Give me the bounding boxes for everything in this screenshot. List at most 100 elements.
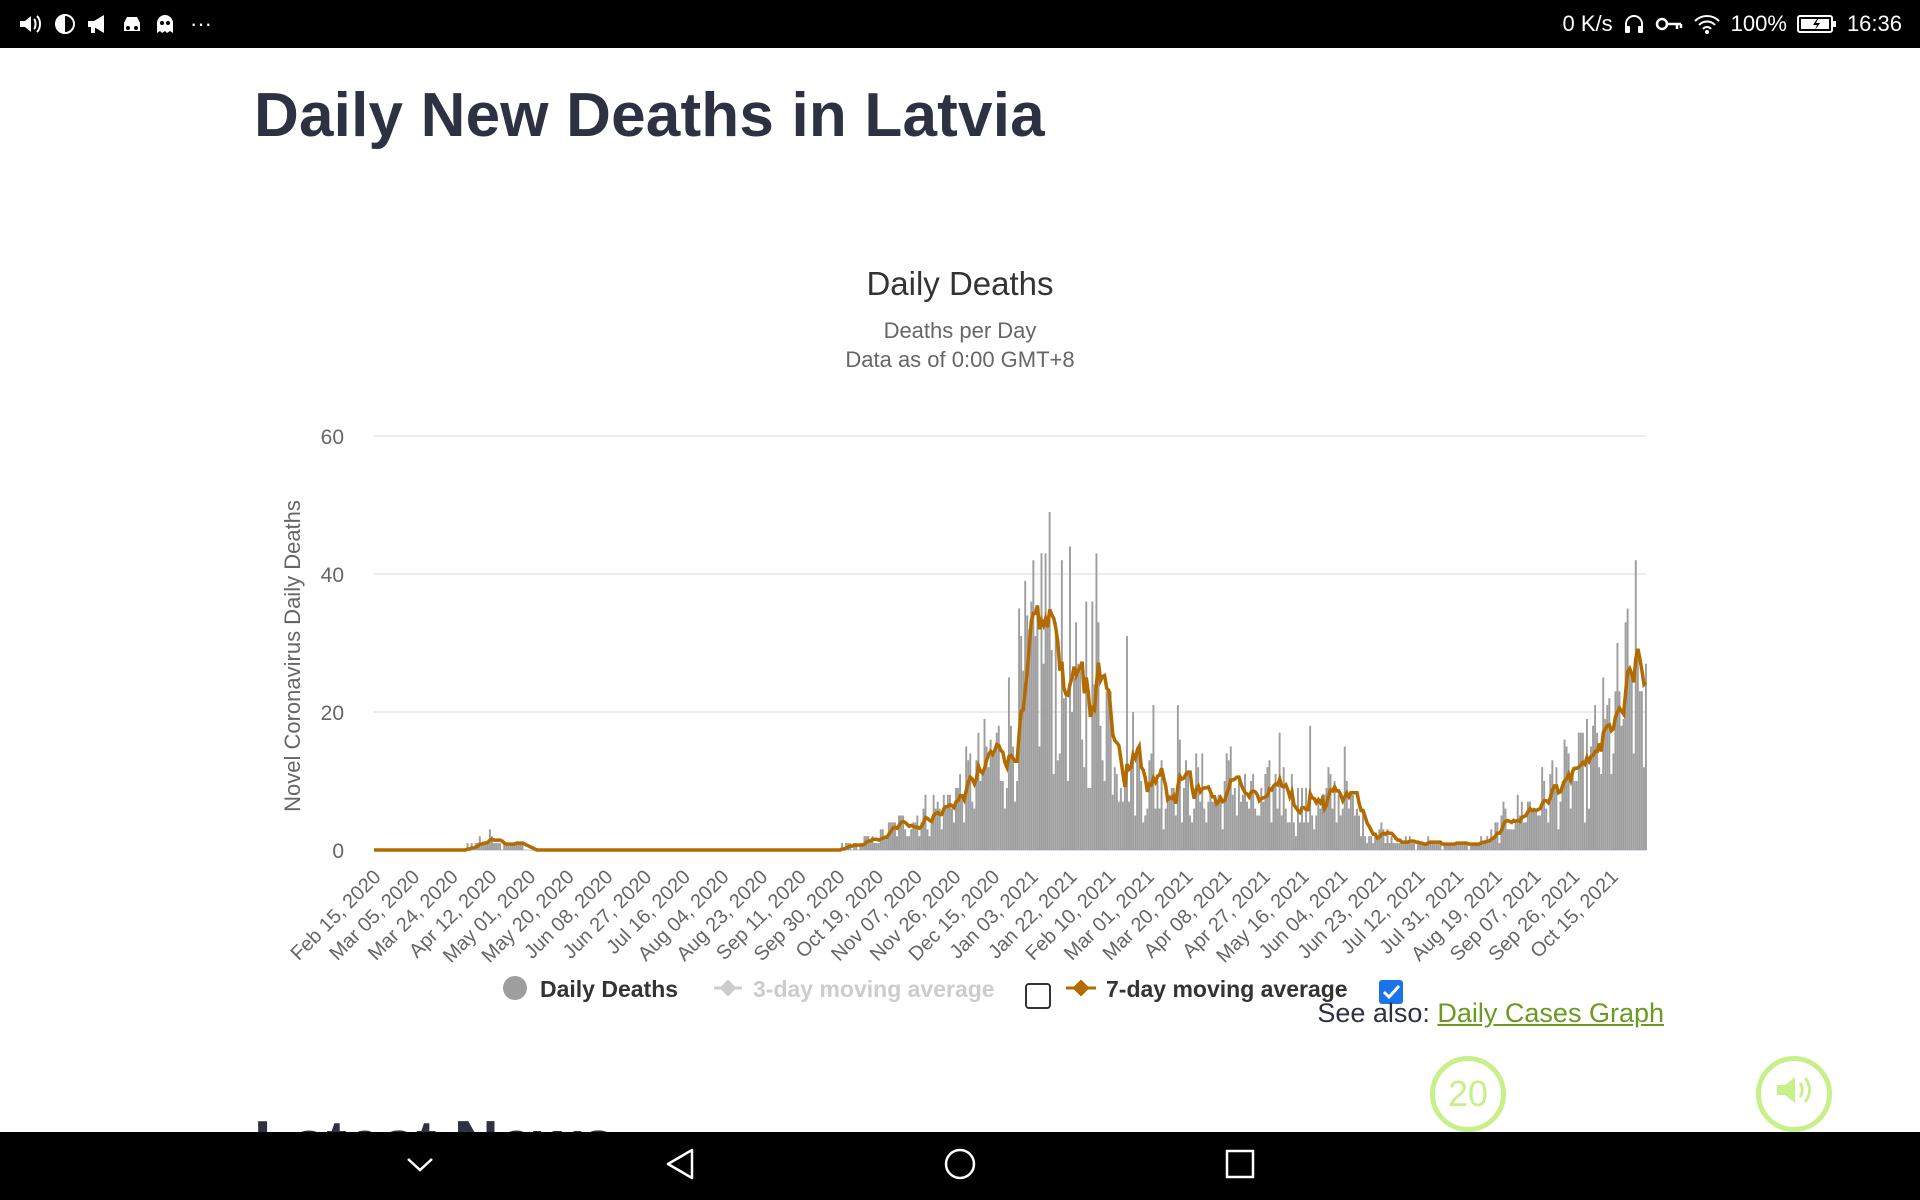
daily-death-bar (1608, 698, 1611, 850)
daily-death-bar (1600, 774, 1603, 850)
daily-death-bar (1437, 843, 1440, 850)
daily-death-bar (1396, 843, 1399, 850)
daily-death-bar (505, 843, 508, 850)
daily-death-bar (1264, 774, 1267, 850)
daily-death-bar (1290, 774, 1293, 850)
daily-death-bar (1001, 781, 1004, 850)
checkbox-3-day-box[interactable] (1025, 983, 1051, 1009)
daily-death-bar (1103, 781, 1106, 850)
daily-death-bar (1518, 815, 1521, 850)
daily-death-bar (961, 794, 964, 850)
daily-death-bar (1024, 580, 1027, 850)
daily-death-bar (1406, 843, 1409, 850)
daily-death-bar (1292, 822, 1295, 850)
ghost-icon (154, 13, 176, 35)
legend-item-7-day-average[interactable]: 7-day moving average (1066, 976, 1348, 1002)
daily-death-bar (1093, 684, 1096, 850)
hide-nav-button[interactable] (400, 1146, 440, 1186)
daily-death-bar (932, 794, 935, 850)
daily-death-bar (1524, 822, 1527, 850)
daily-death-bar (967, 760, 970, 850)
daily-death-bar (515, 843, 518, 850)
daily-death-bar (1166, 801, 1169, 850)
daily-death-bar (1229, 746, 1232, 850)
daily-death-bar (1003, 808, 1006, 850)
floating-counter-button[interactable]: 20 (1430, 1056, 1506, 1132)
daily-death-bar (959, 774, 962, 850)
daily-death-bar (912, 822, 915, 850)
daily-death-bar (1561, 781, 1564, 850)
daily-death-bar (1248, 808, 1251, 850)
checkbox-3-day-average[interactable] (1025, 983, 1051, 1009)
daily-death-bar (1032, 560, 1035, 850)
daily-death-bar (1221, 829, 1224, 850)
daily-death-bar (1585, 718, 1588, 850)
daily-death-bar (1042, 663, 1045, 850)
daily-death-bar (1327, 767, 1330, 850)
daily-death-bar (1081, 739, 1084, 850)
legend-item-daily-deaths[interactable]: Daily Deaths (503, 976, 678, 1002)
daily-death-bar (1282, 767, 1285, 850)
daily-death-bar (1077, 663, 1080, 850)
chart-canvas: Daily Deaths Deaths per Day Data as of 0… (280, 265, 1648, 1009)
daily-death-bar (957, 787, 960, 850)
daily-death-bar (993, 753, 996, 850)
daily-cases-graph-link[interactable]: Daily Cases Graph (1437, 998, 1664, 1028)
clock: 16:36 (1846, 11, 1902, 36)
checkbox-7-day-average[interactable] (1379, 980, 1403, 1004)
wifi-icon (1693, 13, 1721, 35)
daily-death-bar (1553, 787, 1556, 850)
daily-death-bar (889, 822, 892, 850)
daily-death-bar (934, 808, 937, 850)
daily-death-bar (1215, 801, 1218, 850)
daily-death-bar (1435, 843, 1438, 850)
daily-death-bar (1590, 746, 1592, 850)
daily-death-bar (1583, 822, 1586, 850)
daily-death-bar (1445, 843, 1448, 850)
daily-death-bar (1526, 801, 1529, 850)
daily-death-bar (1026, 615, 1029, 850)
daily-death-bar (1158, 808, 1161, 850)
daily-death-bar (480, 843, 483, 850)
daily-death-bar (1465, 843, 1468, 850)
daily-death-bar (1618, 691, 1621, 850)
daily-death-bar (1516, 794, 1519, 850)
legend-label-3-day: 3-day moving average (753, 976, 995, 1002)
daily-death-bar (466, 843, 469, 850)
daily-death-bar (926, 829, 929, 850)
daily-death-bar (1557, 829, 1560, 850)
home-button[interactable] (940, 1146, 980, 1186)
daily-death-bar (1520, 801, 1523, 850)
daily-death-bar (1115, 774, 1118, 850)
daily-death-bar (1594, 705, 1597, 850)
daily-death-bar (869, 843, 872, 850)
daily-death-bar (1341, 808, 1344, 850)
daily-death-bar (1038, 746, 1041, 850)
battery-icon (1796, 13, 1837, 35)
recents-square-icon (1224, 1148, 1256, 1185)
recents-button[interactable] (1220, 1146, 1260, 1186)
y-tick-label: 0 (332, 840, 344, 863)
daily-death-bar (940, 829, 943, 850)
daily-death-bar (1636, 649, 1639, 850)
floating-sound-button[interactable] (1756, 1056, 1832, 1132)
daily-death-bar (1362, 808, 1365, 850)
daily-death-bar (1382, 829, 1385, 850)
daily-death-bar (987, 767, 990, 850)
daily-death-bar (1195, 753, 1198, 850)
daily-death-bar (1392, 843, 1395, 850)
daily-death-bar (1337, 794, 1340, 850)
daily-death-bar (1050, 649, 1053, 850)
daily-death-bar (1185, 760, 1187, 850)
y-tick-label: 20 (321, 702, 344, 725)
daily-death-bar (1325, 787, 1328, 850)
daily-death-bar (1034, 636, 1037, 850)
daily-death-bar (1272, 787, 1275, 850)
legend-item-3-day-average[interactable]: 3-day moving average (714, 976, 995, 1002)
daily-death-bar (1246, 801, 1249, 850)
daily-death-bar (1239, 801, 1242, 850)
daily-death-bar (511, 843, 514, 850)
back-button[interactable] (660, 1146, 700, 1186)
daily-death-bar (1333, 781, 1336, 850)
daily-death-bar (981, 774, 984, 850)
